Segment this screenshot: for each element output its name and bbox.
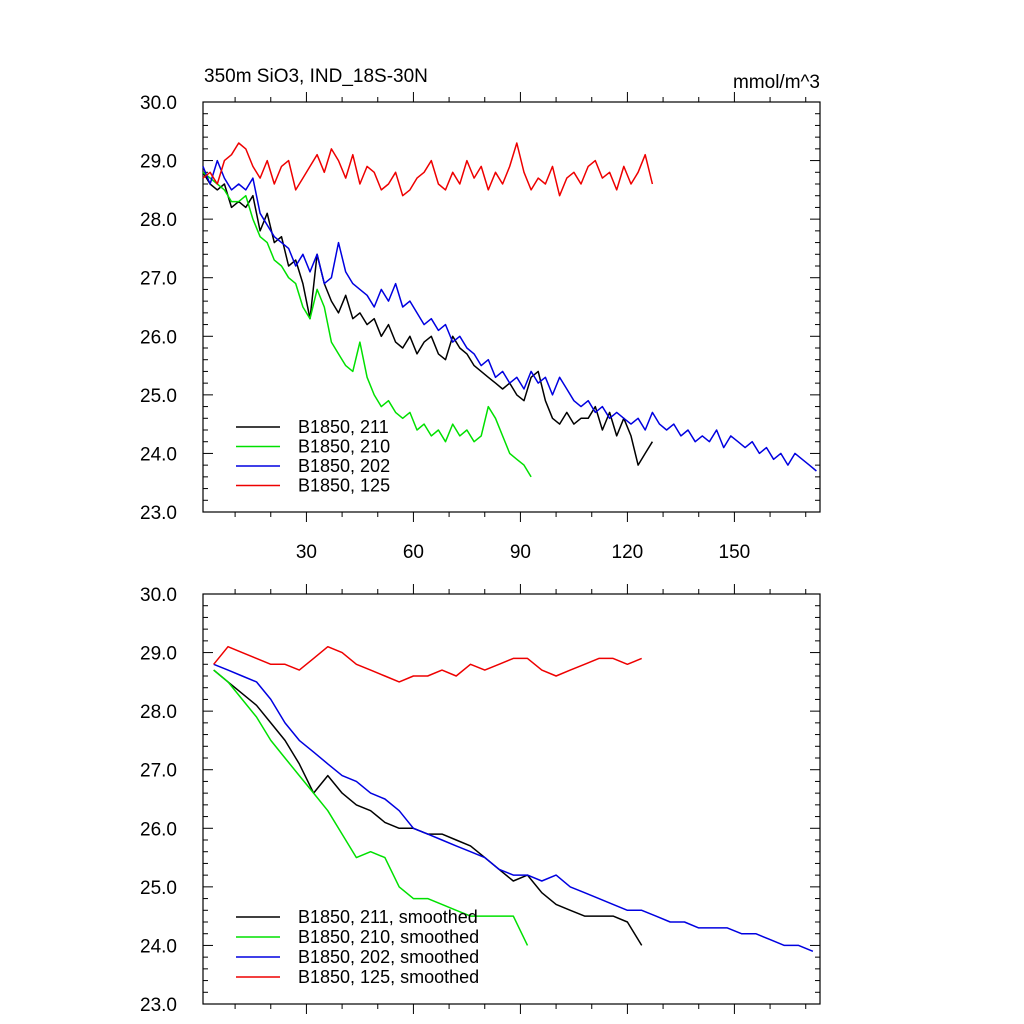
y-tick-label: 26.0 xyxy=(140,327,177,348)
y-tick-label: 25.0 xyxy=(140,878,177,899)
series-line-1 xyxy=(202,171,532,478)
chart-title: 350m SiO3, IND_18S-30N xyxy=(204,66,428,87)
top-panel: 23.0 24.0 25.0 26.0 27.0 28.0 29.0 30.0 30 60 90 12… xyxy=(140,92,821,563)
y-tick-label: 27.0 xyxy=(140,761,177,782)
series-line-2 xyxy=(213,663,814,952)
y-tick-label: 23.0 xyxy=(140,995,177,1016)
series-line-0 xyxy=(202,171,654,466)
y-tick-label: 30.0 xyxy=(140,93,177,114)
y-tick-label: 24.0 xyxy=(140,444,177,465)
legend-label: B1850, 202, smoothed xyxy=(298,947,479,967)
x-tick-label: 150 xyxy=(719,542,751,563)
y-tick-label: 30.0 xyxy=(140,585,177,606)
x-tick-label: 30 xyxy=(296,542,317,563)
legend-label: B1850, 210 xyxy=(298,437,390,457)
series-line-1 xyxy=(213,669,529,946)
plot-frame xyxy=(202,101,821,513)
y-tick-label: 29.0 xyxy=(140,152,177,173)
series-line-3 xyxy=(213,645,642,683)
y-tick-label: 26.0 xyxy=(140,819,177,840)
y-tick-label: 28.0 xyxy=(140,702,177,723)
y-tick-label: 27.0 xyxy=(140,269,177,290)
y-tick-label: 29.0 xyxy=(140,644,177,665)
series-line-2 xyxy=(202,159,817,472)
plot-frame xyxy=(202,593,821,1005)
legend-label: B1850, 202 xyxy=(298,456,390,476)
x-tick-label: 120 xyxy=(612,542,644,563)
legend-label: B1850, 125 xyxy=(298,476,390,496)
y-tick-label: 25.0 xyxy=(140,386,177,407)
legend-label: B1850, 211 xyxy=(298,417,389,437)
series-line-3 xyxy=(202,142,654,197)
y-tick-label: 23.0 xyxy=(140,503,177,524)
y-tick-label: 24.0 xyxy=(140,936,177,957)
units-label: mmol/m^3 xyxy=(733,72,820,93)
x-tick-label: 60 xyxy=(403,542,424,563)
legend-label: B1850, 210, smoothed xyxy=(298,927,479,947)
x-tick-label: 90 xyxy=(510,542,531,563)
bottom-panel: 23.0 24.0 25.0 26.0 27.0 28.0 29.0 30.0 B1850, 2… xyxy=(140,584,821,1016)
y-tick-label: 28.0 xyxy=(140,210,177,231)
legend-label: B1850, 125, smoothed xyxy=(298,967,479,987)
legend-label: B1850, 211, smoothed xyxy=(298,907,478,927)
